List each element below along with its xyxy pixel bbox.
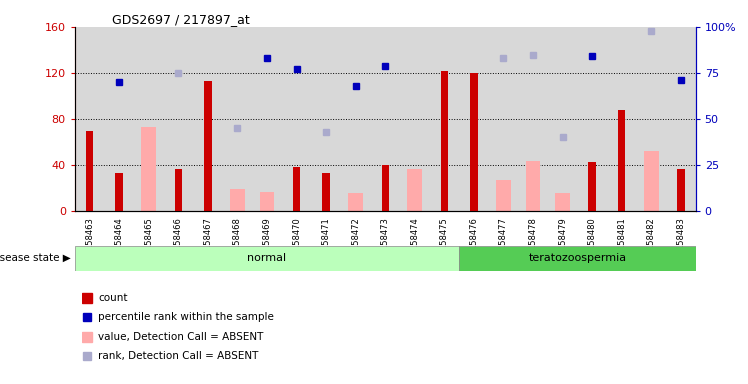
Bar <box>400 27 429 211</box>
Bar <box>341 27 370 211</box>
Bar <box>82 293 92 303</box>
Bar <box>174 169 182 211</box>
Bar <box>644 151 659 211</box>
Bar <box>223 27 252 211</box>
Bar <box>408 169 422 211</box>
Text: percentile rank within the sample: percentile rank within the sample <box>98 312 274 322</box>
Bar <box>441 71 448 211</box>
Bar <box>459 246 696 271</box>
Bar <box>134 27 164 211</box>
Bar <box>618 110 625 211</box>
Bar <box>75 246 459 271</box>
Bar <box>311 27 341 211</box>
Bar <box>555 193 570 211</box>
Bar <box>381 165 389 211</box>
Bar <box>589 162 596 211</box>
Bar <box>637 27 666 211</box>
Bar <box>577 27 607 211</box>
Text: value, Detection Call = ABSENT: value, Detection Call = ABSENT <box>98 331 263 342</box>
Bar <box>488 27 518 211</box>
Bar <box>459 27 488 211</box>
Bar <box>86 131 94 211</box>
Bar <box>349 193 363 211</box>
Text: normal: normal <box>248 253 286 263</box>
Bar <box>548 27 577 211</box>
Text: count: count <box>98 293 127 303</box>
Bar <box>82 331 92 342</box>
Bar <box>75 27 105 211</box>
Bar <box>526 161 540 211</box>
Bar <box>164 27 193 211</box>
Text: disease state ▶: disease state ▶ <box>0 253 71 263</box>
Bar <box>292 167 300 211</box>
Bar <box>677 169 684 211</box>
Bar <box>370 27 400 211</box>
Bar <box>429 27 459 211</box>
Text: teratozoospermia: teratozoospermia <box>528 253 626 263</box>
Bar <box>230 189 245 211</box>
Text: GDS2697 / 217897_at: GDS2697 / 217897_at <box>112 13 250 26</box>
Bar <box>252 27 282 211</box>
Bar <box>666 27 696 211</box>
Bar <box>141 127 156 211</box>
Bar <box>260 192 275 211</box>
Bar <box>282 27 311 211</box>
Bar <box>470 73 478 211</box>
Bar <box>105 27 134 211</box>
Bar <box>518 27 548 211</box>
Bar <box>496 180 511 211</box>
Text: rank, Detection Call = ABSENT: rank, Detection Call = ABSENT <box>98 351 258 361</box>
Bar <box>322 173 330 211</box>
Bar <box>607 27 637 211</box>
Bar <box>204 81 212 211</box>
Bar <box>193 27 223 211</box>
Bar <box>115 173 123 211</box>
